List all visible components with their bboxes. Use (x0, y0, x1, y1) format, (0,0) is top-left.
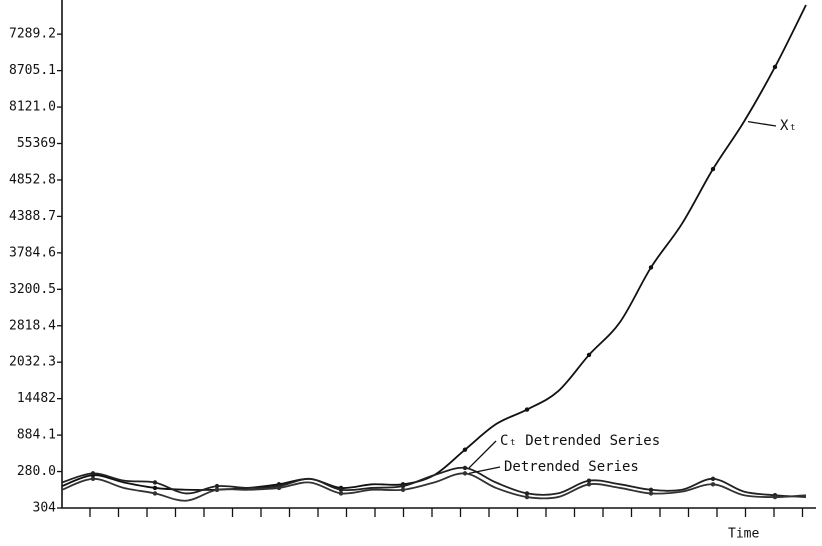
y-tick-label: 8705.1 (9, 63, 56, 78)
data-point (214, 487, 220, 492)
y-tick-label: 280.0 (17, 464, 56, 479)
data-point (338, 487, 344, 492)
y-tick-label: 7289.2 (9, 27, 56, 42)
y-tick-label: 8121.0 (9, 100, 56, 115)
y-tick-label: 3784.6 (9, 245, 56, 260)
data-point (462, 471, 468, 476)
label-arrow (747, 120, 777, 127)
y-tick-label: 2818.4 (9, 318, 56, 333)
data-point (400, 487, 406, 492)
data-point (586, 482, 592, 487)
y-tick-label: 304 (33, 501, 57, 516)
data-point (586, 478, 592, 483)
data-point (276, 485, 282, 491)
series-label: Cₜ Detrended Series (500, 433, 660, 449)
data-point (524, 494, 530, 500)
series-label: Detrended Series (504, 459, 639, 475)
data-point (772, 64, 778, 70)
data-point (214, 483, 220, 489)
data-point (462, 465, 468, 471)
y-tick-label: 55369 (17, 136, 56, 151)
data-point (90, 476, 96, 482)
data-point (524, 491, 530, 496)
data-point (710, 482, 716, 487)
data-point (710, 476, 716, 482)
y-tick-label: 4852.8 (9, 172, 56, 187)
label-arrow (468, 440, 497, 469)
data-point (524, 407, 530, 412)
y-tick-label: 4388.7 (9, 209, 56, 224)
data-point (648, 265, 654, 270)
data-point (152, 480, 158, 485)
data-point (90, 471, 96, 476)
y-tick-label: 884.1 (17, 428, 56, 443)
x-axis-label: Time (728, 527, 759, 542)
series-label: Xₜ (780, 118, 797, 134)
series-line (61, 4, 807, 491)
data-point (400, 483, 406, 489)
data-point (710, 166, 716, 172)
series-line (61, 466, 807, 498)
data-point (152, 485, 158, 491)
y-tick-label: 3200.5 (9, 282, 56, 297)
y-tick-label: 14482 (17, 391, 56, 406)
label-arrow (468, 466, 501, 475)
data-point (772, 494, 778, 500)
series-line (61, 472, 807, 502)
data-point (152, 491, 158, 496)
data-point (648, 491, 654, 496)
data-point (648, 487, 654, 492)
data-point (462, 447, 468, 452)
data-point (338, 491, 344, 496)
y-tick-label: 2032.3 (9, 355, 56, 370)
data-point (586, 352, 592, 358)
axes (61, 0, 816, 509)
